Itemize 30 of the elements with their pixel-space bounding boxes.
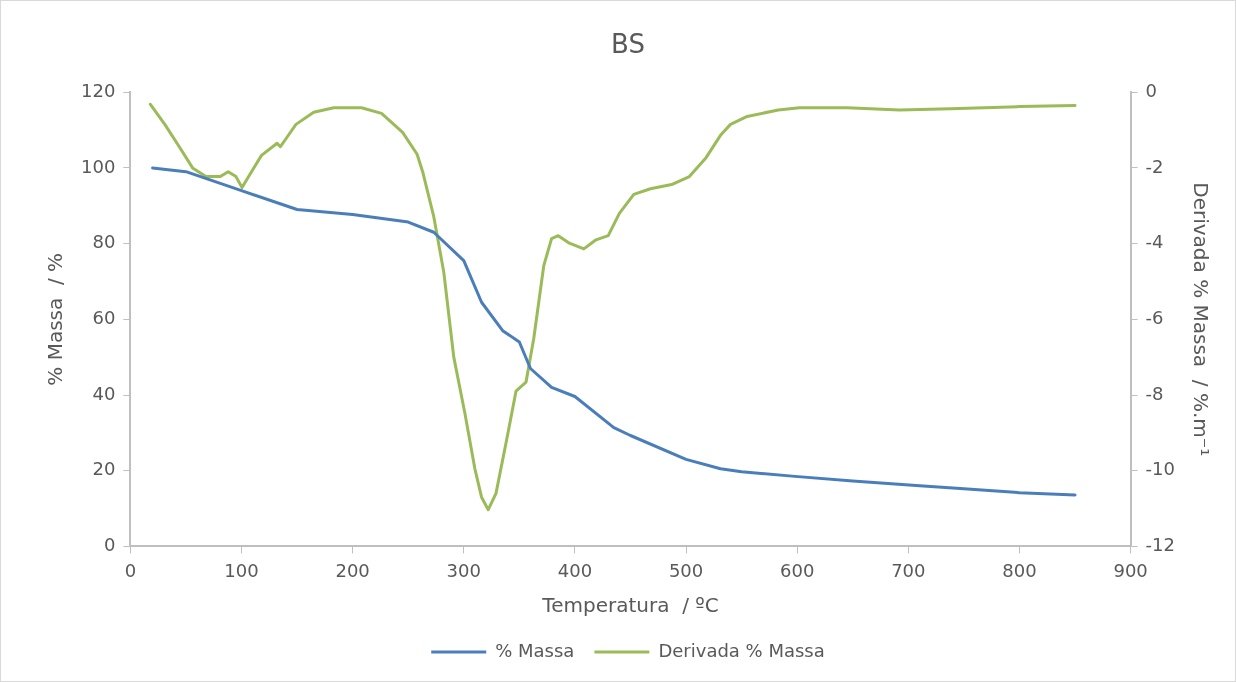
x-tick-label: 900 [1113,559,1148,581]
chart-title: BS [611,29,645,60]
x-tick-label: 800 [1002,559,1037,581]
y2-tick-label: -2 [1145,155,1164,177]
y2-axis-title: Derivada % Massa / %.m⁻¹ [1188,182,1213,457]
y2-tick-label: -12 [1145,534,1176,556]
y2-tick-label: -10 [1145,458,1176,480]
legend-label: Derivada % Massa [658,639,825,661]
x-tick-label: 0 [124,559,137,581]
y-tick-label: 20 [92,458,116,480]
y-tick-label: 100 [81,155,116,177]
legend-label: % Massa [495,639,575,661]
x-tick-label: 600 [780,559,815,581]
x-tick-label: 400 [557,559,593,581]
x-axis-title: Temperatura / ºC [541,593,719,618]
x-tick-label: 200 [335,559,370,581]
y-tick-label: 40 [92,382,116,404]
y2-tick-label: 0 [1145,79,1158,101]
x-tick-label: 700 [891,559,926,581]
y-tick-label: 120 [81,79,116,101]
y2-tick-label: -4 [1145,231,1164,253]
x-tick-label: 100 [224,559,259,581]
x-tick-label: 300 [446,559,481,581]
x-tick-label: 500 [668,559,704,581]
y-axis-title: % Massa / % [43,252,68,386]
y-tick-label: 60 [92,306,116,328]
y-tick-label: 0 [103,534,116,556]
y2-tick-label: -8 [1145,382,1164,404]
y-tick-label: 80 [92,231,116,253]
y2-tick-label: -6 [1145,306,1164,328]
